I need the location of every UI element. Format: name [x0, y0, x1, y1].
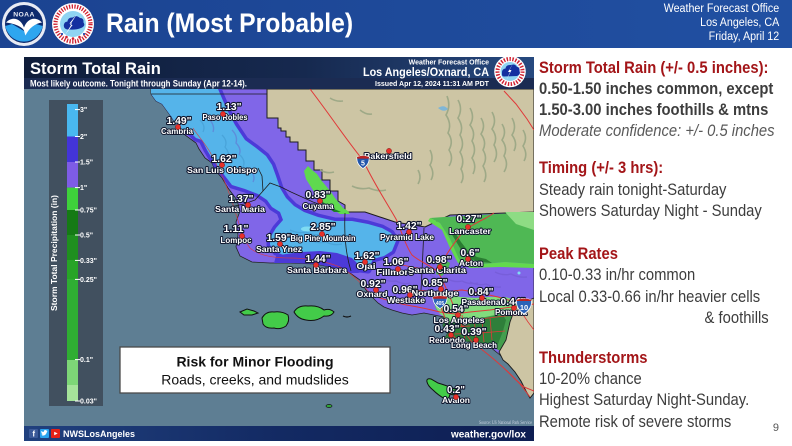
svg-text:San Luis Obispo: San Luis Obispo [187, 165, 257, 175]
svg-text:1.06": 1.06" [384, 257, 409, 268]
svg-text:Ojai: Ojai [357, 261, 376, 271]
svg-text:0.1": 0.1" [80, 357, 93, 364]
svg-text:3": 3" [80, 107, 87, 114]
svg-text:0.54": 0.54" [444, 304, 469, 315]
svg-text:10: 10 [520, 303, 528, 312]
svg-text:Westlake: Westlake [387, 295, 425, 305]
svg-text:0.83": 0.83" [306, 190, 331, 201]
svg-text:Lancaster: Lancaster [449, 226, 492, 236]
svg-text:1.44": 1.44" [306, 254, 331, 265]
svg-text:0.84": 0.84" [469, 287, 494, 298]
svg-text:weather.gov/lox: weather.gov/lox [450, 430, 526, 441]
svg-text:0.5": 0.5" [80, 233, 93, 240]
svg-text:Acton: Acton [459, 258, 483, 268]
svg-text:1.62": 1.62" [212, 154, 237, 165]
svg-text:0.39": 0.39" [462, 327, 487, 338]
svg-text:Pasadena: Pasadena [462, 297, 501, 307]
svg-text:0.2": 0.2" [447, 385, 465, 396]
svg-text:NWSLosAngeles: NWSLosAngeles [63, 429, 135, 439]
svg-text:1": 1" [80, 185, 87, 192]
svg-text:0.25": 0.25" [80, 277, 97, 284]
svg-text:Pyramid Lake: Pyramid Lake [380, 232, 434, 242]
svg-text:1.62": 1.62" [355, 251, 380, 262]
svg-text:Paso Robles: Paso Robles [203, 112, 248, 122]
svg-text:f: f [32, 430, 35, 439]
svg-text:Los Angeles: Los Angeles [434, 315, 485, 325]
svg-text:2.85": 2.85" [311, 222, 336, 233]
svg-text:Source: US National Park Servi: Source: US National Park Service [479, 421, 533, 426]
svg-text:0.03": 0.03" [80, 399, 97, 406]
svg-text:Oxnard: Oxnard [357, 289, 388, 299]
svg-text:Los Angeles/Oxnard, CA: Los Angeles/Oxnard, CA [363, 65, 489, 79]
svg-text:Santa Clarita: Santa Clarita [408, 265, 466, 275]
svg-text:Issued Apr 12, 2024 11:31 AM P: Issued Apr 12, 2024 11:31 AM PDT [375, 79, 489, 88]
svg-text:NOAA: NOAA [13, 12, 35, 19]
svg-text:0.6": 0.6" [461, 248, 480, 259]
svg-text:0.33": 0.33" [80, 258, 97, 265]
svg-text:2": 2" [80, 134, 87, 141]
svg-text:Santa Maria: Santa Maria [215, 204, 265, 214]
svg-text:Bakersfield: Bakersfield [364, 151, 412, 161]
svg-text:1.42": 1.42" [397, 221, 422, 232]
svg-text:0.92": 0.92" [361, 279, 386, 290]
svg-text:1.49": 1.49" [167, 116, 192, 127]
svg-text:1.11": 1.11" [224, 224, 249, 235]
svg-text:Avalon: Avalon [442, 395, 470, 405]
svg-text:0.43": 0.43" [435, 324, 460, 335]
svg-text:0.27": 0.27" [457, 214, 482, 225]
svg-text:405: 405 [436, 301, 445, 307]
svg-text:Big Pine Mountain: Big Pine Mountain [291, 233, 356, 243]
svg-text:Fillmore: Fillmore [377, 267, 414, 277]
svg-text:1.59": 1.59" [267, 233, 292, 244]
svg-text:Risk for Minor Flooding: Risk for Minor Flooding [176, 354, 333, 370]
svg-text:5: 5 [361, 161, 365, 168]
svg-text:Northridge: Northridge [412, 288, 459, 298]
svg-text:1.13": 1.13" [217, 102, 242, 113]
svg-text:1.5": 1.5" [80, 160, 93, 167]
svg-text:Lompoc: Lompoc [221, 235, 252, 245]
svg-text:Long Beach: Long Beach [451, 340, 497, 350]
svg-text:Weather Forecast Office: Weather Forecast Office [409, 60, 490, 67]
svg-text:Santa Ynez: Santa Ynez [256, 244, 302, 254]
svg-text:Redondo: Redondo [429, 335, 465, 345]
svg-text:Most likely outcome. Tonight t: Most likely outcome. Tonight through Sun… [30, 79, 247, 89]
svg-text:Storm Total Rain: Storm Total Rain [30, 60, 161, 78]
svg-text:Santa Barbara: Santa Barbara [287, 265, 347, 275]
svg-text:0.98": 0.98" [427, 255, 452, 266]
svg-text:Cuyama: Cuyama [303, 201, 334, 211]
svg-text:Storm Total Precipitation (in): Storm Total Precipitation (in) [49, 195, 59, 311]
svg-text:0.75": 0.75" [80, 208, 97, 215]
svg-text:Cambria: Cambria [161, 126, 193, 136]
svg-text:Roads, creeks, and mudslides: Roads, creeks, and mudslides [161, 372, 349, 388]
